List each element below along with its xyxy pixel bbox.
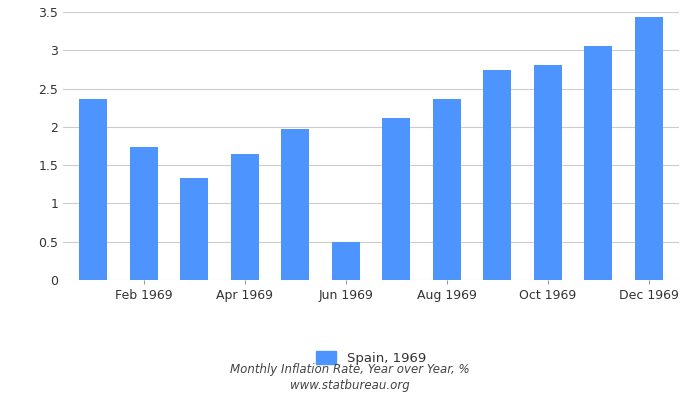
Bar (79, 99, 107, 280)
Bar (483, 70, 511, 280)
Bar (534, 65, 561, 280)
Bar (635, 16, 663, 280)
Bar (281, 129, 309, 280)
Bar (231, 154, 259, 280)
Text: www.statbureau.org: www.statbureau.org (290, 380, 410, 392)
Bar (332, 242, 360, 280)
Legend: Spain, 1969: Spain, 1969 (311, 346, 431, 370)
Bar (181, 178, 208, 280)
Bar (433, 98, 461, 280)
Bar (130, 147, 158, 280)
Text: Monthly Inflation Rate, Year over Year, %: Monthly Inflation Rate, Year over Year, … (230, 364, 470, 376)
Bar (584, 46, 612, 280)
Bar (382, 118, 410, 280)
